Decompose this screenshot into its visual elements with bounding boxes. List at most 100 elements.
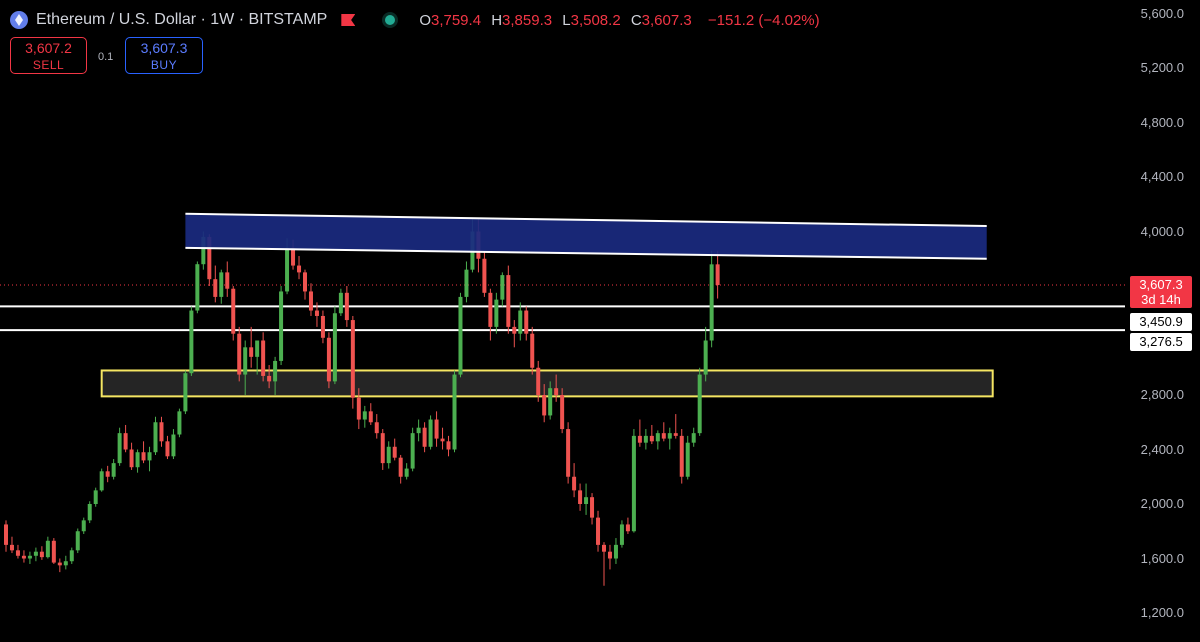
candle-body	[667, 433, 672, 439]
sell-label: SELL	[32, 58, 65, 72]
candle-body	[267, 375, 272, 382]
candle-body	[518, 310, 523, 334]
bar-countdown: 3d 14h	[1141, 292, 1181, 307]
candle-body	[75, 531, 80, 551]
candle-body	[572, 476, 577, 491]
ethereum-logo-icon	[10, 11, 28, 29]
candle-body	[350, 320, 355, 398]
candle-body	[39, 551, 44, 558]
spread-value: 0.1	[98, 51, 114, 63]
candle-body	[326, 337, 331, 382]
candle-body	[392, 446, 397, 458]
candle-body	[332, 313, 337, 382]
price-axis-tick: 1,200.0	[1140, 605, 1184, 620]
sell-button[interactable]: 3,607.2 SELL	[10, 37, 87, 74]
candle-body	[631, 435, 636, 532]
price-axis-tick: 2,800.0	[1140, 387, 1184, 402]
candle-body	[362, 411, 367, 420]
price-axis-tick: 2,000.0	[1140, 496, 1184, 511]
candle-body	[464, 269, 469, 297]
candle-body	[297, 265, 302, 273]
candle-body	[135, 452, 140, 468]
candle-body	[488, 292, 493, 327]
candle-body	[207, 236, 212, 280]
candle-body	[446, 441, 451, 450]
level-tag-upper: 3,450.9	[1130, 313, 1192, 331]
price-axis-tick: 4,800.0	[1140, 114, 1184, 130]
candle-body	[285, 247, 290, 292]
resistance-top-line	[185, 212, 987, 228]
candle-body	[590, 497, 595, 518]
candle-body	[715, 264, 720, 286]
candle-body	[416, 427, 421, 434]
candle-body	[679, 435, 684, 477]
candle-body	[87, 504, 92, 521]
buy-label: BUY	[150, 58, 178, 72]
buy-button[interactable]: 3,607.3 BUY	[125, 37, 203, 74]
candle-body	[560, 395, 565, 430]
candle-body	[314, 310, 319, 316]
candle-body	[440, 438, 445, 442]
candle-body	[45, 540, 50, 558]
candle-body	[153, 422, 158, 453]
candle-body	[356, 397, 361, 420]
candle-body	[231, 288, 236, 334]
market-status-icon	[385, 15, 396, 25]
candle-body	[542, 395, 547, 416]
candle-body	[458, 296, 463, 375]
candle-body	[15, 550, 20, 556]
candle-body	[602, 544, 606, 552]
resistance-bottom-line	[185, 246, 987, 260]
candle-body	[81, 520, 86, 532]
candle-body	[33, 551, 38, 556]
symbol-title[interactable]: Ethereum / U.S. Dollar · 1W · BITSTAMP	[36, 11, 328, 28]
low-value: 3,508.2	[570, 11, 621, 29]
candle-body	[500, 275, 505, 300]
chart-header: Ethereum / U.S. Dollar · 1W · BITSTAMP O…	[10, 9, 820, 31]
last-price-value: 3,607.3	[1139, 277, 1183, 292]
candle-body	[93, 490, 98, 504]
candle-body	[141, 452, 146, 461]
candle-body	[261, 340, 266, 376]
candle-body	[506, 275, 511, 327]
candle-body	[524, 310, 529, 334]
candle-body	[512, 326, 517, 334]
candle-body	[99, 471, 104, 491]
candle-body	[625, 524, 630, 532]
sell-price: 3,607.2	[25, 40, 72, 56]
candle-body	[117, 433, 122, 464]
change-value: −151.2 (−4.02%)	[707, 11, 820, 29]
candle-body	[255, 340, 260, 357]
candle-body	[584, 497, 589, 504]
candle-body	[303, 272, 307, 292]
candle-body	[410, 433, 415, 469]
candle-body	[165, 441, 170, 457]
high-value: 3,859.3	[502, 11, 553, 29]
candle-body	[183, 373, 188, 412]
candle-body	[643, 435, 648, 443]
flag-icon[interactable]	[341, 14, 356, 26]
candle-body	[69, 550, 74, 562]
candle-body	[177, 411, 182, 435]
candle-body	[613, 544, 618, 559]
open-value: 3,759.4	[430, 11, 482, 29]
candle-body	[428, 419, 433, 447]
candle-body	[51, 540, 56, 563]
candle-body	[374, 422, 379, 434]
candle-body	[368, 411, 373, 423]
candle-body	[494, 299, 499, 327]
candle-body	[422, 427, 427, 447]
candle-body	[452, 374, 457, 450]
candle-body	[123, 433, 128, 450]
candle-body	[57, 562, 62, 566]
candle-body	[404, 468, 409, 477]
buy-price: 3,607.3	[140, 40, 188, 56]
resistance-channel	[185, 213, 987, 259]
candle-body	[308, 291, 313, 311]
candle-body	[129, 449, 134, 468]
candle-body	[171, 434, 176, 457]
candle-body	[673, 433, 678, 436]
candle-body	[279, 291, 284, 361]
candle-body	[530, 333, 535, 368]
